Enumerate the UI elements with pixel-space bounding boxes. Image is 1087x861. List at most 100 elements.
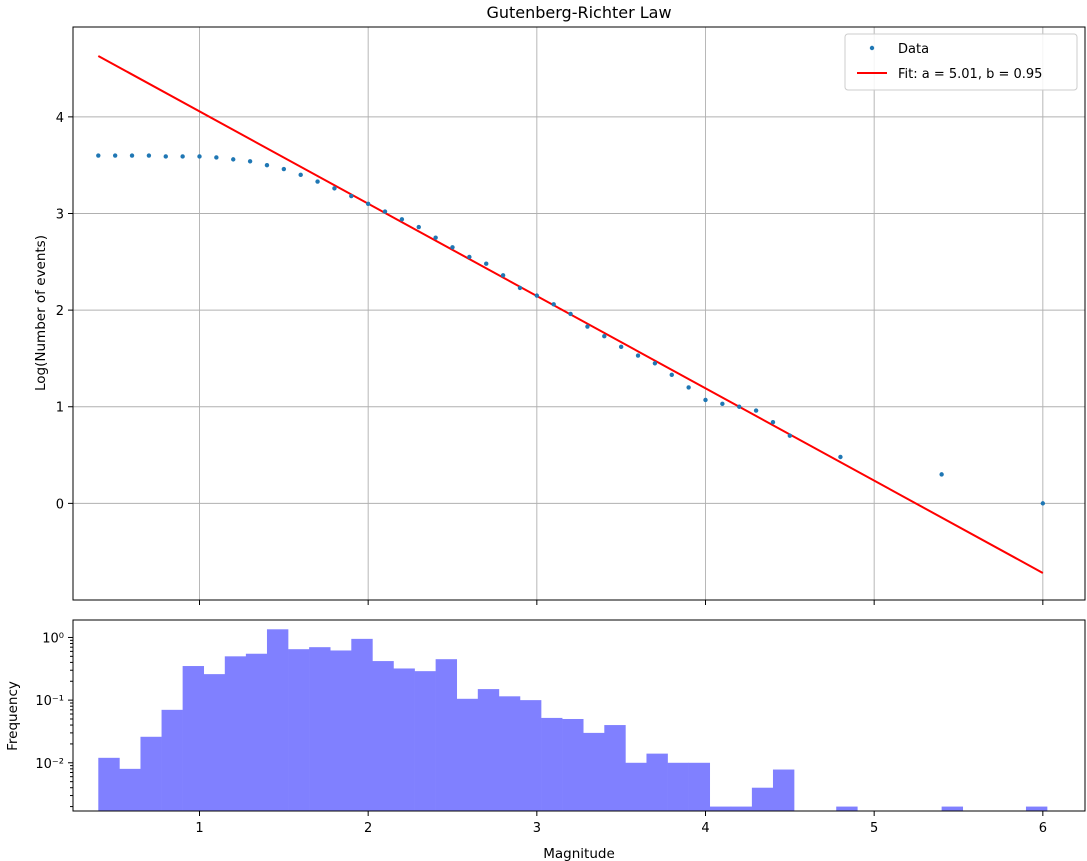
top-panel: Gutenberg-Richter Law 0 1 2 3 4 Log(Number o… [33, 3, 1086, 605]
data-points-group [96, 153, 1046, 506]
histogram-bar [182, 666, 205, 811]
legend-data-marker [869, 45, 875, 51]
bottom-x-ticks: 1 2 3 4 5 6 [195, 811, 1047, 836]
data-point [500, 273, 506, 278]
histogram-bar [667, 762, 689, 811]
histogram-bar [288, 649, 310, 811]
top-y-axis-label: Log(Number of events) [33, 235, 49, 391]
histogram-bar [140, 736, 162, 811]
data-point [146, 153, 152, 158]
top-y-tick-label: 2 [56, 304, 64, 319]
histogram-bar [604, 725, 626, 811]
data-point [534, 293, 540, 298]
top-y-tick-label: 3 [56, 207, 64, 222]
top-y-ticks: 0 1 2 3 4 [56, 111, 73, 512]
data-point [737, 404, 742, 409]
bottom-axes-frame [72, 619, 1086, 812]
data-point [129, 153, 135, 158]
top-y-tick-label: 4 [56, 111, 64, 126]
data-point [315, 179, 320, 184]
histogram-bar [161, 709, 183, 811]
legend-data-label: Data [898, 42, 929, 57]
data-point [450, 245, 455, 250]
top-grid [73, 27, 1085, 600]
data-point [1040, 501, 1046, 506]
histogram-bar [583, 732, 605, 811]
histogram-bar [330, 650, 352, 811]
histogram-bar [751, 787, 774, 811]
data-point [231, 157, 236, 162]
histogram-bar [477, 689, 500, 811]
histogram-bars-group [98, 629, 1048, 811]
data-point [787, 433, 793, 438]
histogram-bar [688, 762, 711, 811]
bottom-x-tick-label: 5 [870, 821, 878, 836]
data-point [247, 159, 253, 164]
bottom-x-tick-label: 4 [701, 821, 709, 836]
bottom-y-axis-label: Frequency [5, 681, 21, 751]
histogram-bar [456, 698, 479, 811]
bottom-y-tick-label: 10⁻² [35, 757, 64, 772]
bottom-y-ticks: 10⁻² 10⁻¹ 10⁰ [35, 631, 73, 808]
histogram-bar [98, 757, 120, 811]
histogram-bar [435, 659, 458, 811]
histogram-bar [1025, 806, 1048, 811]
histogram-bar [414, 671, 436, 811]
histogram-bar [562, 718, 584, 811]
data-point [163, 154, 168, 159]
histogram-bar [245, 653, 268, 811]
top-y-tick-label: 0 [56, 497, 64, 512]
bottom-x-tick-label: 6 [1039, 821, 1047, 836]
bottom-y-tick-label: 10⁰ [42, 631, 64, 646]
data-point [298, 172, 303, 178]
data-point [382, 209, 388, 214]
legend: Data Fit: a = 5.01, b = 0.95 [844, 33, 1078, 91]
top-axes-frame [72, 26, 1086, 601]
histogram-bar [393, 668, 415, 811]
chart-title: Gutenberg-Richter Law [486, 3, 671, 22]
histogram-bar [224, 656, 247, 811]
histogram-bar [498, 696, 521, 811]
histogram-bar [351, 638, 373, 811]
bottom-x-tick-label: 2 [364, 821, 372, 836]
data-point [197, 154, 202, 159]
data-point [433, 235, 438, 240]
data-point [669, 372, 674, 378]
data-point [467, 254, 472, 260]
data-point [652, 361, 658, 366]
data-point [635, 353, 641, 358]
histogram-bar [266, 629, 289, 811]
histogram-bar [730, 806, 753, 811]
data-point [332, 186, 337, 191]
data-point [838, 454, 843, 460]
histogram-bar [836, 806, 858, 811]
histogram-bar [372, 661, 394, 811]
data-point [264, 162, 270, 168]
top-x-ticks [199, 600, 1044, 605]
data-point [484, 261, 489, 266]
bottom-panel: 1 2 3 4 5 6 10⁻² 10⁻¹ 10⁰ Frequency Magnitude [5, 619, 1086, 861]
data-point [96, 153, 101, 158]
data-point [416, 224, 421, 230]
bottom-x-tick-label: 1 [195, 821, 203, 836]
histogram-bar [625, 762, 647, 811]
data-point [399, 217, 405, 222]
legend-box [844, 33, 1078, 91]
histogram-bar [119, 768, 141, 811]
data-point [602, 334, 607, 339]
data-point [703, 397, 708, 403]
data-point [939, 472, 944, 477]
data-point [180, 154, 185, 159]
data-point [585, 324, 590, 329]
histogram-bar [941, 806, 964, 811]
data-point [551, 302, 556, 307]
bottom-x-axis-label: Magnitude [543, 846, 615, 861]
data-point [568, 311, 573, 317]
data-point [618, 344, 624, 350]
data-point [281, 166, 287, 172]
top-y-tick-label: 1 [56, 401, 64, 416]
bottom-x-tick-label: 3 [533, 821, 541, 836]
data-point [753, 408, 759, 413]
data-point [365, 201, 371, 207]
